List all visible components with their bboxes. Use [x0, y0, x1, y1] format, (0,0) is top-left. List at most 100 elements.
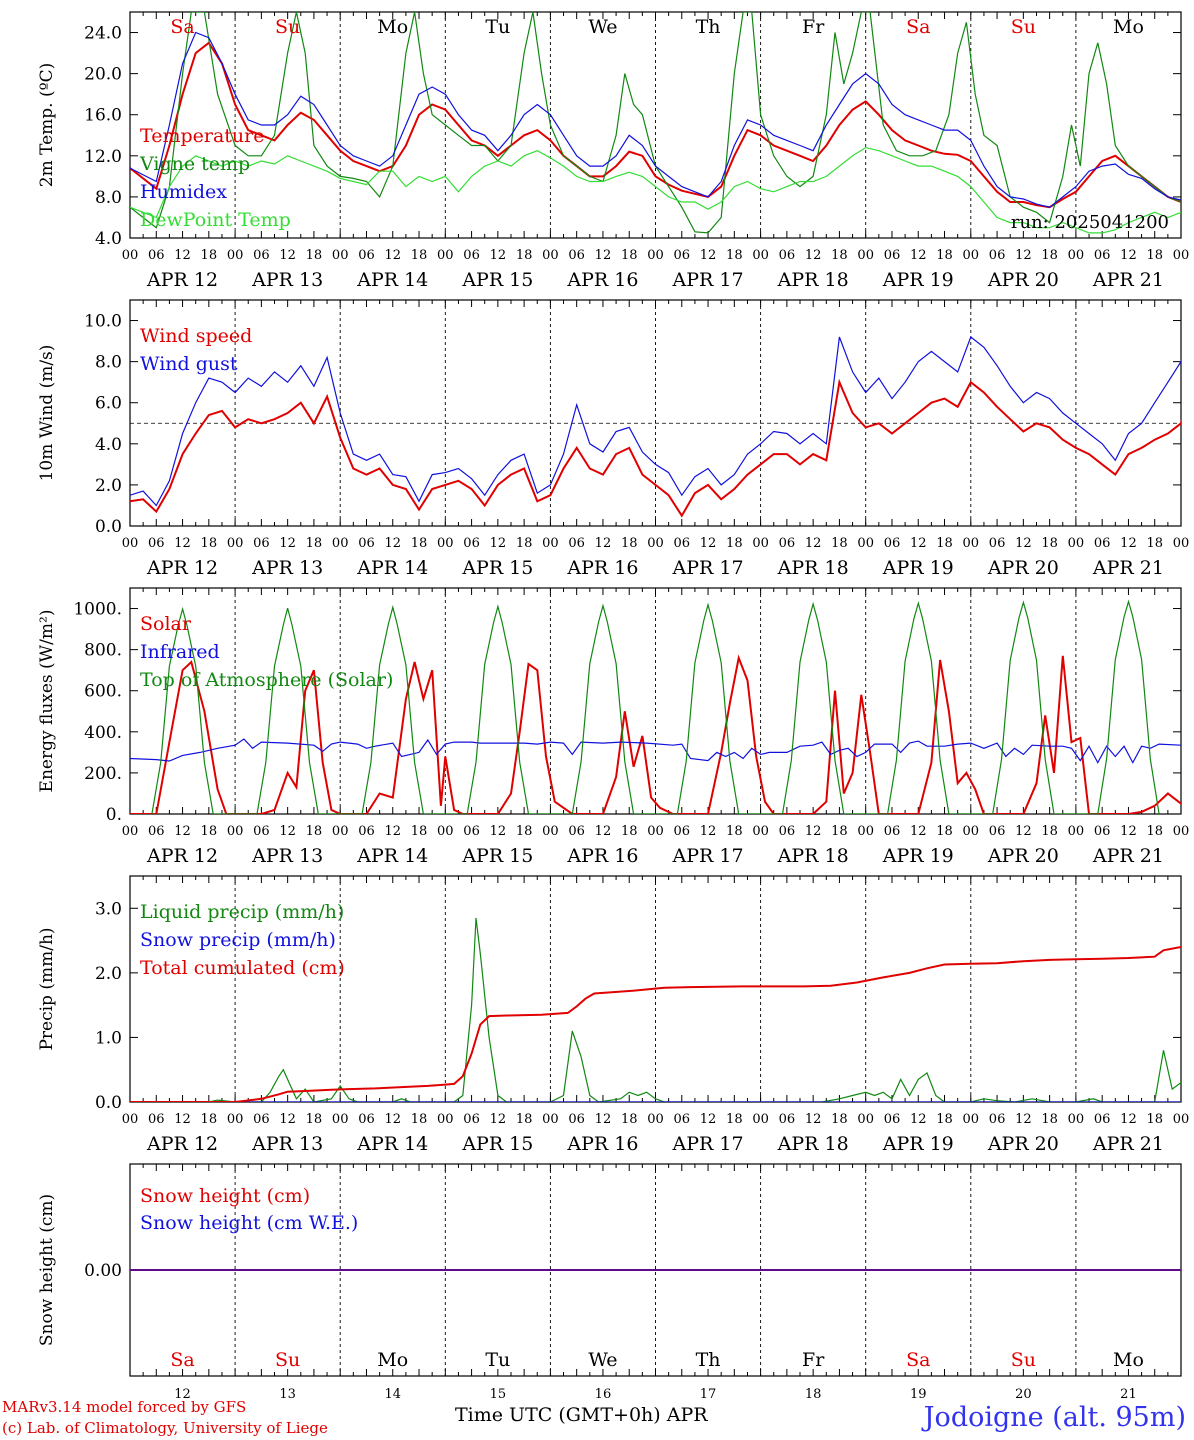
hour-tick-label: 00: [332, 824, 349, 839]
hour-tick-label: 18: [411, 824, 428, 839]
series-line-wind-gust: [130, 336, 1181, 507]
legend-entry: Infrared: [140, 641, 220, 663]
hour-tick-label: 18: [936, 536, 953, 551]
hour-tick-label: 00: [647, 248, 664, 263]
hour-tick-label: 18: [516, 248, 533, 263]
hour-tick-label: 18: [1041, 1112, 1058, 1127]
hour-tick-label: 18: [201, 248, 218, 263]
series-group: [130, 12, 1181, 234]
series-line-total-cumulated-cm-: [130, 945, 1181, 1102]
hour-tick-label: 18: [1146, 1112, 1163, 1127]
hour-tick-label: 12: [174, 248, 191, 263]
hour-tick-label: 06: [989, 536, 1006, 551]
date-label: APR 15: [461, 269, 533, 291]
hour-tick-label: 18: [1041, 824, 1058, 839]
series-line-temperature: [130, 41, 1181, 209]
date-label: APR 12: [146, 269, 218, 291]
hour-tick-label: 18: [1041, 248, 1058, 263]
y-axis-label: Snow height (cm): [37, 1194, 57, 1346]
legend-entry: Liquid precip (mm/h): [140, 901, 344, 923]
hour-tick-label: 12: [595, 824, 612, 839]
hour-tick-label: 00: [437, 824, 454, 839]
y-tick-label: 0.: [106, 805, 122, 825]
hour-tick-label: 00: [963, 1112, 980, 1127]
date-label: APR 17: [672, 1133, 744, 1155]
y-tick-label: 0.0: [95, 517, 122, 537]
y-tick-label: 8.0: [95, 188, 122, 208]
weekday-label: Sa: [906, 16, 930, 38]
hour-tick-label: 06: [674, 1112, 691, 1127]
hour-tick-label: 00: [752, 1112, 769, 1127]
date-label: APR 16: [566, 845, 638, 867]
day-number-label: 14: [384, 1387, 401, 1402]
date-label: APR 19: [882, 269, 954, 291]
hour-tick-label: 06: [989, 248, 1006, 263]
hour-tick-label: 18: [306, 536, 323, 551]
y-axis-label: 10m Wind (m/s): [37, 345, 57, 482]
date-label: APR 18: [777, 269, 849, 291]
hour-tick-label: 00: [332, 248, 349, 263]
hour-tick-label: 06: [358, 536, 375, 551]
y-tick-label: 24.0: [84, 24, 122, 44]
series-line-vigne-temp: [130, 12, 1181, 234]
time-axis-label: Time UTC (GMT+0h) APR: [455, 1404, 708, 1426]
hour-tick-label: 18: [411, 1112, 428, 1127]
hour-tick-label: 00: [227, 1112, 244, 1127]
date-label: APR 17: [672, 269, 744, 291]
hour-tick-label: 18: [831, 1112, 848, 1127]
hour-tick-label: 00: [122, 824, 139, 839]
date-label: APR 13: [251, 1133, 323, 1155]
hour-tick-label: 18: [1146, 248, 1163, 263]
hour-tick-label: 18: [201, 824, 218, 839]
hour-tick-label: 12: [384, 1112, 401, 1127]
weekday-label: Sa: [170, 16, 194, 38]
hour-tick-label: 18: [831, 248, 848, 263]
y-tick-label: 2.0: [95, 964, 122, 984]
date-label: APR 20: [987, 269, 1059, 291]
hour-tick-label: 00: [647, 1112, 664, 1127]
hour-tick-label: 06: [1094, 248, 1111, 263]
hour-tick-label: 06: [148, 248, 165, 263]
hour-tick-label: 18: [726, 248, 743, 263]
hour-tick-label: 00: [1068, 248, 1085, 263]
weekday-label: Mo: [377, 16, 408, 38]
hour-tick-label: 12: [700, 1112, 717, 1127]
hour-tick-label: 06: [989, 1112, 1006, 1127]
hour-tick-label: 06: [463, 824, 480, 839]
date-label: APR 14: [356, 269, 428, 291]
legend-entry: DewPoint Temp: [140, 209, 291, 231]
hour-tick-label: 06: [568, 536, 585, 551]
legend-entry: Temperature: [140, 125, 264, 147]
hour-tick-label: 06: [674, 536, 691, 551]
legend-entry: Humidex: [140, 181, 227, 203]
model-credit: MARv3.14 model forced by GFS: [2, 1398, 247, 1416]
hour-tick-label: 12: [384, 536, 401, 551]
hour-tick-label: 00: [857, 824, 874, 839]
date-label: APR 13: [251, 845, 323, 867]
series-group: [130, 336, 1181, 518]
weekday-label: Fr: [802, 16, 825, 38]
weekday-label: Fr: [802, 1349, 825, 1371]
hour-tick-label: 18: [411, 248, 428, 263]
weekday-label: Mo: [377, 1349, 408, 1371]
hour-tick-label: 12: [805, 824, 822, 839]
weekday-label: Th: [696, 16, 721, 38]
date-label: APR 19: [882, 845, 954, 867]
hour-tick-label: 06: [358, 248, 375, 263]
legend-entry: Snow height (cm W.E.): [140, 1212, 358, 1234]
date-label: APR 15: [461, 845, 533, 867]
date-label: APR 15: [461, 557, 533, 579]
hour-tick-label: 12: [490, 536, 507, 551]
hour-tick-label: 00: [332, 536, 349, 551]
series-line-dewpoint-temp: [130, 146, 1181, 234]
hour-tick-label: 06: [253, 1112, 270, 1127]
hour-tick-label: 06: [884, 536, 901, 551]
hour-tick-label: 06: [779, 824, 796, 839]
hour-tick-label: 12: [490, 824, 507, 839]
date-label: APR 13: [251, 269, 323, 291]
date-label: APR 18: [777, 845, 849, 867]
weekday-label: Tu: [485, 1349, 510, 1371]
date-label: APR 16: [566, 269, 638, 291]
hour-tick-label: 12: [1120, 248, 1137, 263]
hour-tick-label: 18: [306, 248, 323, 263]
